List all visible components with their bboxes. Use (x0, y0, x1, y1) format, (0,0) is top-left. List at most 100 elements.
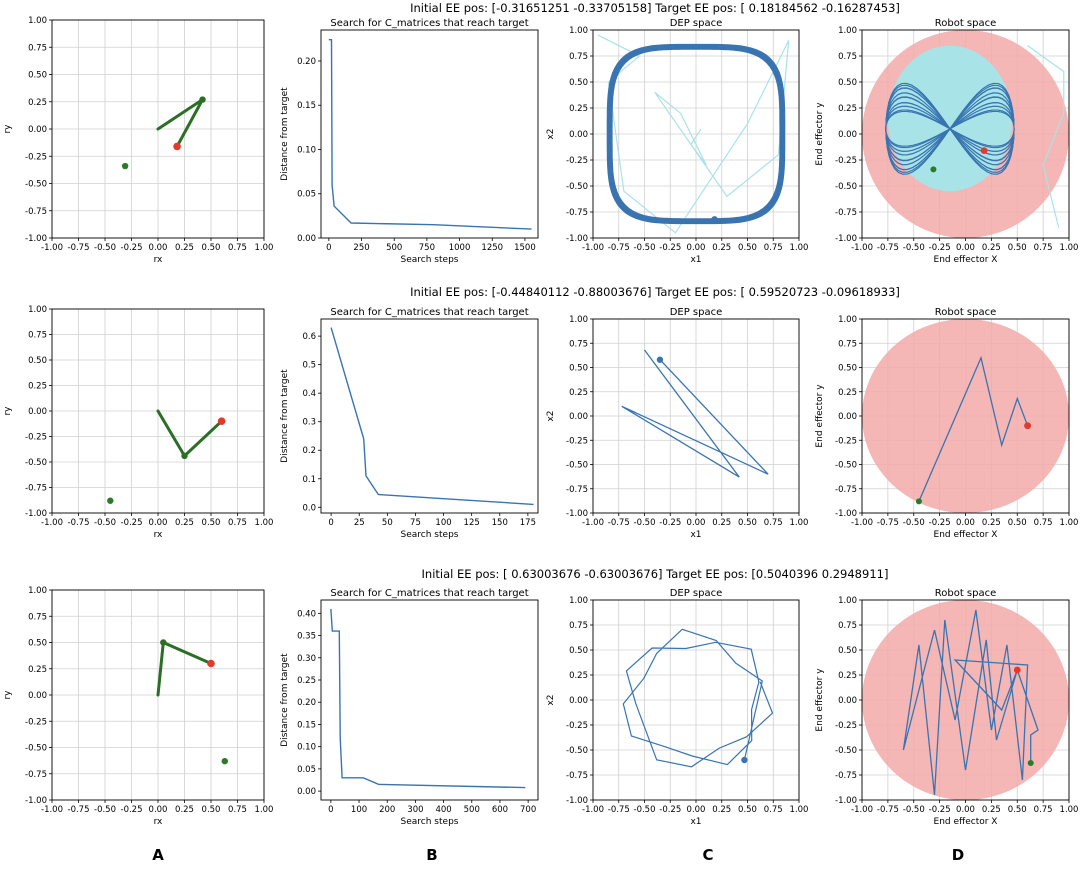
robot-2-xtick-label-6: 0.50 (1008, 805, 1027, 815)
arm-target-point-2 (207, 659, 215, 668)
arm-chart-2: -1.00 -0.75 -0.50 -0.25 0.00 0.25 0.50 0.75 1.00… (3, 586, 273, 827)
arm-links-1 (156, 409, 224, 458)
arm-2-frame (51, 589, 265, 801)
robot-2-xtick-label-0: -1.00 (851, 805, 873, 815)
suptitle-0: Initial EE pos: [-0.31651251 -0.33705158… (410, 1, 900, 15)
arm-joint-1 (181, 452, 188, 460)
arm-0-xlabel: rx (154, 255, 163, 265)
dep-2-ytick-label-7: 0.75 (569, 621, 588, 631)
arm-1-xtick-label-6: 0.50 (202, 518, 221, 528)
search-2-ytick-label-7: 0.35 (297, 632, 316, 642)
arm-1-ylabel: ry (3, 406, 13, 416)
search-2-xtick-label-3: 300 (407, 805, 423, 815)
robot-1-ytick-label-7: 0.75 (838, 339, 857, 349)
arm-0-ytick-label-7: 0.75 (28, 43, 47, 53)
robot-1-xtick-label-3: -0.25 (929, 518, 951, 528)
arm-2-xtick-label-1: -0.75 (68, 805, 90, 815)
robot-1-xtick-label-5: 0.25 (982, 518, 1001, 528)
dep-1-xlabel: x1 (690, 530, 701, 540)
search-1-xtick-label-3: 75 (410, 518, 421, 528)
dep-1-title: DEP space (670, 307, 723, 318)
search-1-xtick-label-0: 0 (328, 518, 333, 528)
dep-1-ytick-label-7: 0.75 (569, 339, 588, 349)
dep-2-xtick-label-0: -1.00 (582, 805, 604, 815)
robot-1-frame (861, 318, 1070, 514)
arm-2-xtick-label-0: -1.00 (41, 805, 63, 815)
robot-0-frame (861, 29, 1070, 239)
arm-1-xtick-label-8: 1.00 (255, 518, 274, 528)
robot-2-xtick-label-1: -0.75 (877, 805, 899, 815)
arm-2-ytick-label-5: 0.25 (28, 665, 47, 675)
robot-2-frame (861, 599, 1070, 801)
dep-1-xtick-label-5: 0.25 (712, 518, 731, 528)
robot-0-ytick-label-5: 0.25 (838, 104, 857, 114)
robot-trajectory-0-29 (885, 82, 1015, 175)
dep-2-xtick-label-7: 0.75 (764, 805, 783, 815)
robot-0-xtick-label-8: 1.00 (1060, 243, 1079, 253)
search-1-ytick-label-5: 0.5 (302, 361, 316, 371)
dep-2-ytick-label-5: 0.25 (569, 671, 588, 681)
robot-1-ytick-label-5: 0.25 (838, 388, 857, 398)
search-1-ytick-label-6: 0.6 (302, 332, 316, 342)
search-2-ytick-label-4: 0.20 (297, 698, 316, 708)
dep-1-xtick-label-3: -0.25 (659, 518, 681, 528)
search-2-xtick-label-5: 500 (464, 805, 480, 815)
arm-target-point-1 (217, 417, 226, 426)
robot-2-xtick-label-7: 0.75 (1034, 805, 1053, 815)
arm-target-point-0 (173, 142, 181, 151)
dep-2-frame (592, 599, 800, 801)
dep-2-xtick-label-5: 0.25 (712, 805, 731, 815)
arm-goal-point-1 (107, 497, 114, 504)
dep-marker-1 (656, 356, 664, 363)
row-2: Initial EE pos: [ 0.63003676 -0.63003676… (3, 567, 1078, 827)
robot-0-ytick-label-3: -0.25 (835, 156, 857, 166)
robot-0-ylabel: End effector y (815, 102, 825, 166)
robot-1-xtick-label-4: 0.00 (956, 518, 975, 528)
dep-1-ytick-label-1: -0.75 (566, 485, 588, 495)
dep-0-ytick-label-3: -0.25 (566, 156, 588, 166)
search-1-xtick-label-4: 100 (435, 518, 451, 528)
robot-0-ytick-label-7: 0.75 (838, 52, 857, 62)
arm-0-ytick-label-2: -0.50 (25, 180, 47, 190)
search-1-ytick-label-0: 0.0 (302, 503, 316, 513)
arm-goal-point-0 (121, 162, 129, 170)
dep-chart-1: -1.00 -0.75 -0.50 -0.25 0.00 0.25 0.50 0.75 1.00… (546, 307, 808, 540)
arm-0-ytick-label-1: -0.75 (25, 207, 47, 217)
arm-1-ytick-label-0: -1.00 (25, 509, 47, 519)
search-1-ytick-label-1: 0.1 (302, 475, 316, 485)
dep-1-xtick-label-1: -0.75 (608, 518, 630, 528)
dep-2-ytick-label-2: -0.50 (566, 746, 588, 756)
search-1-xtick-label-2: 50 (382, 518, 393, 528)
arm-1-xtick-label-0: -1.00 (41, 518, 63, 528)
robot-trajectory-2 (902, 609, 1039, 796)
dep-2-xtick-label-1: -0.75 (608, 805, 630, 815)
robot-2-xtick-label-5: 0.25 (982, 805, 1001, 815)
arm-0-ytick-label-0: -1.00 (25, 234, 47, 244)
robot-1-xtick-label-7: 0.75 (1034, 518, 1053, 528)
search-1-title: Search for C_matrices that reach target (330, 307, 528, 318)
search-0-xtick-label-6: 1500 (514, 243, 536, 253)
arm-1-xtick-label-5: 0.25 (175, 518, 194, 528)
search-2-xlabel: Search steps (401, 817, 459, 827)
robot-1-ytick-label-3: -0.25 (835, 436, 857, 446)
panel-letter-A: A (152, 846, 164, 864)
arm-2-xtick-label-6: 0.50 (202, 805, 221, 815)
robot-0-xtick-label-4: 0.00 (956, 243, 975, 253)
dep-0-xtick-label-6: 0.50 (738, 243, 757, 253)
robot-1-ytick-label-0: -1.00 (835, 509, 857, 519)
dep-1-xtick-label-4: 0.00 (687, 518, 706, 528)
dep-2-ylabel: x2 (546, 694, 556, 705)
dep-1-ytick-label-8: 1.00 (569, 315, 588, 325)
robot-0-xlabel: End effector X (934, 255, 998, 265)
arm-2-ytick-label-1: -0.75 (25, 770, 47, 780)
dep-0-xtick-label-2: -0.50 (634, 243, 656, 253)
arm-0-xtick-label-5: 0.25 (175, 243, 194, 253)
dep-0-ylabel: x2 (546, 128, 556, 139)
search-1-frame (320, 318, 539, 514)
robot-0-ytick-label-6: 0.50 (838, 78, 857, 88)
arm-1-ytick-label-4: 0.00 (28, 407, 47, 417)
dep-0-xtick-label-8: 1.00 (790, 243, 809, 253)
dep-2-xtick-label-4: 0.00 (687, 805, 706, 815)
suptitle-2: Initial EE pos: [ 0.63003676 -0.63003676… (422, 567, 889, 581)
